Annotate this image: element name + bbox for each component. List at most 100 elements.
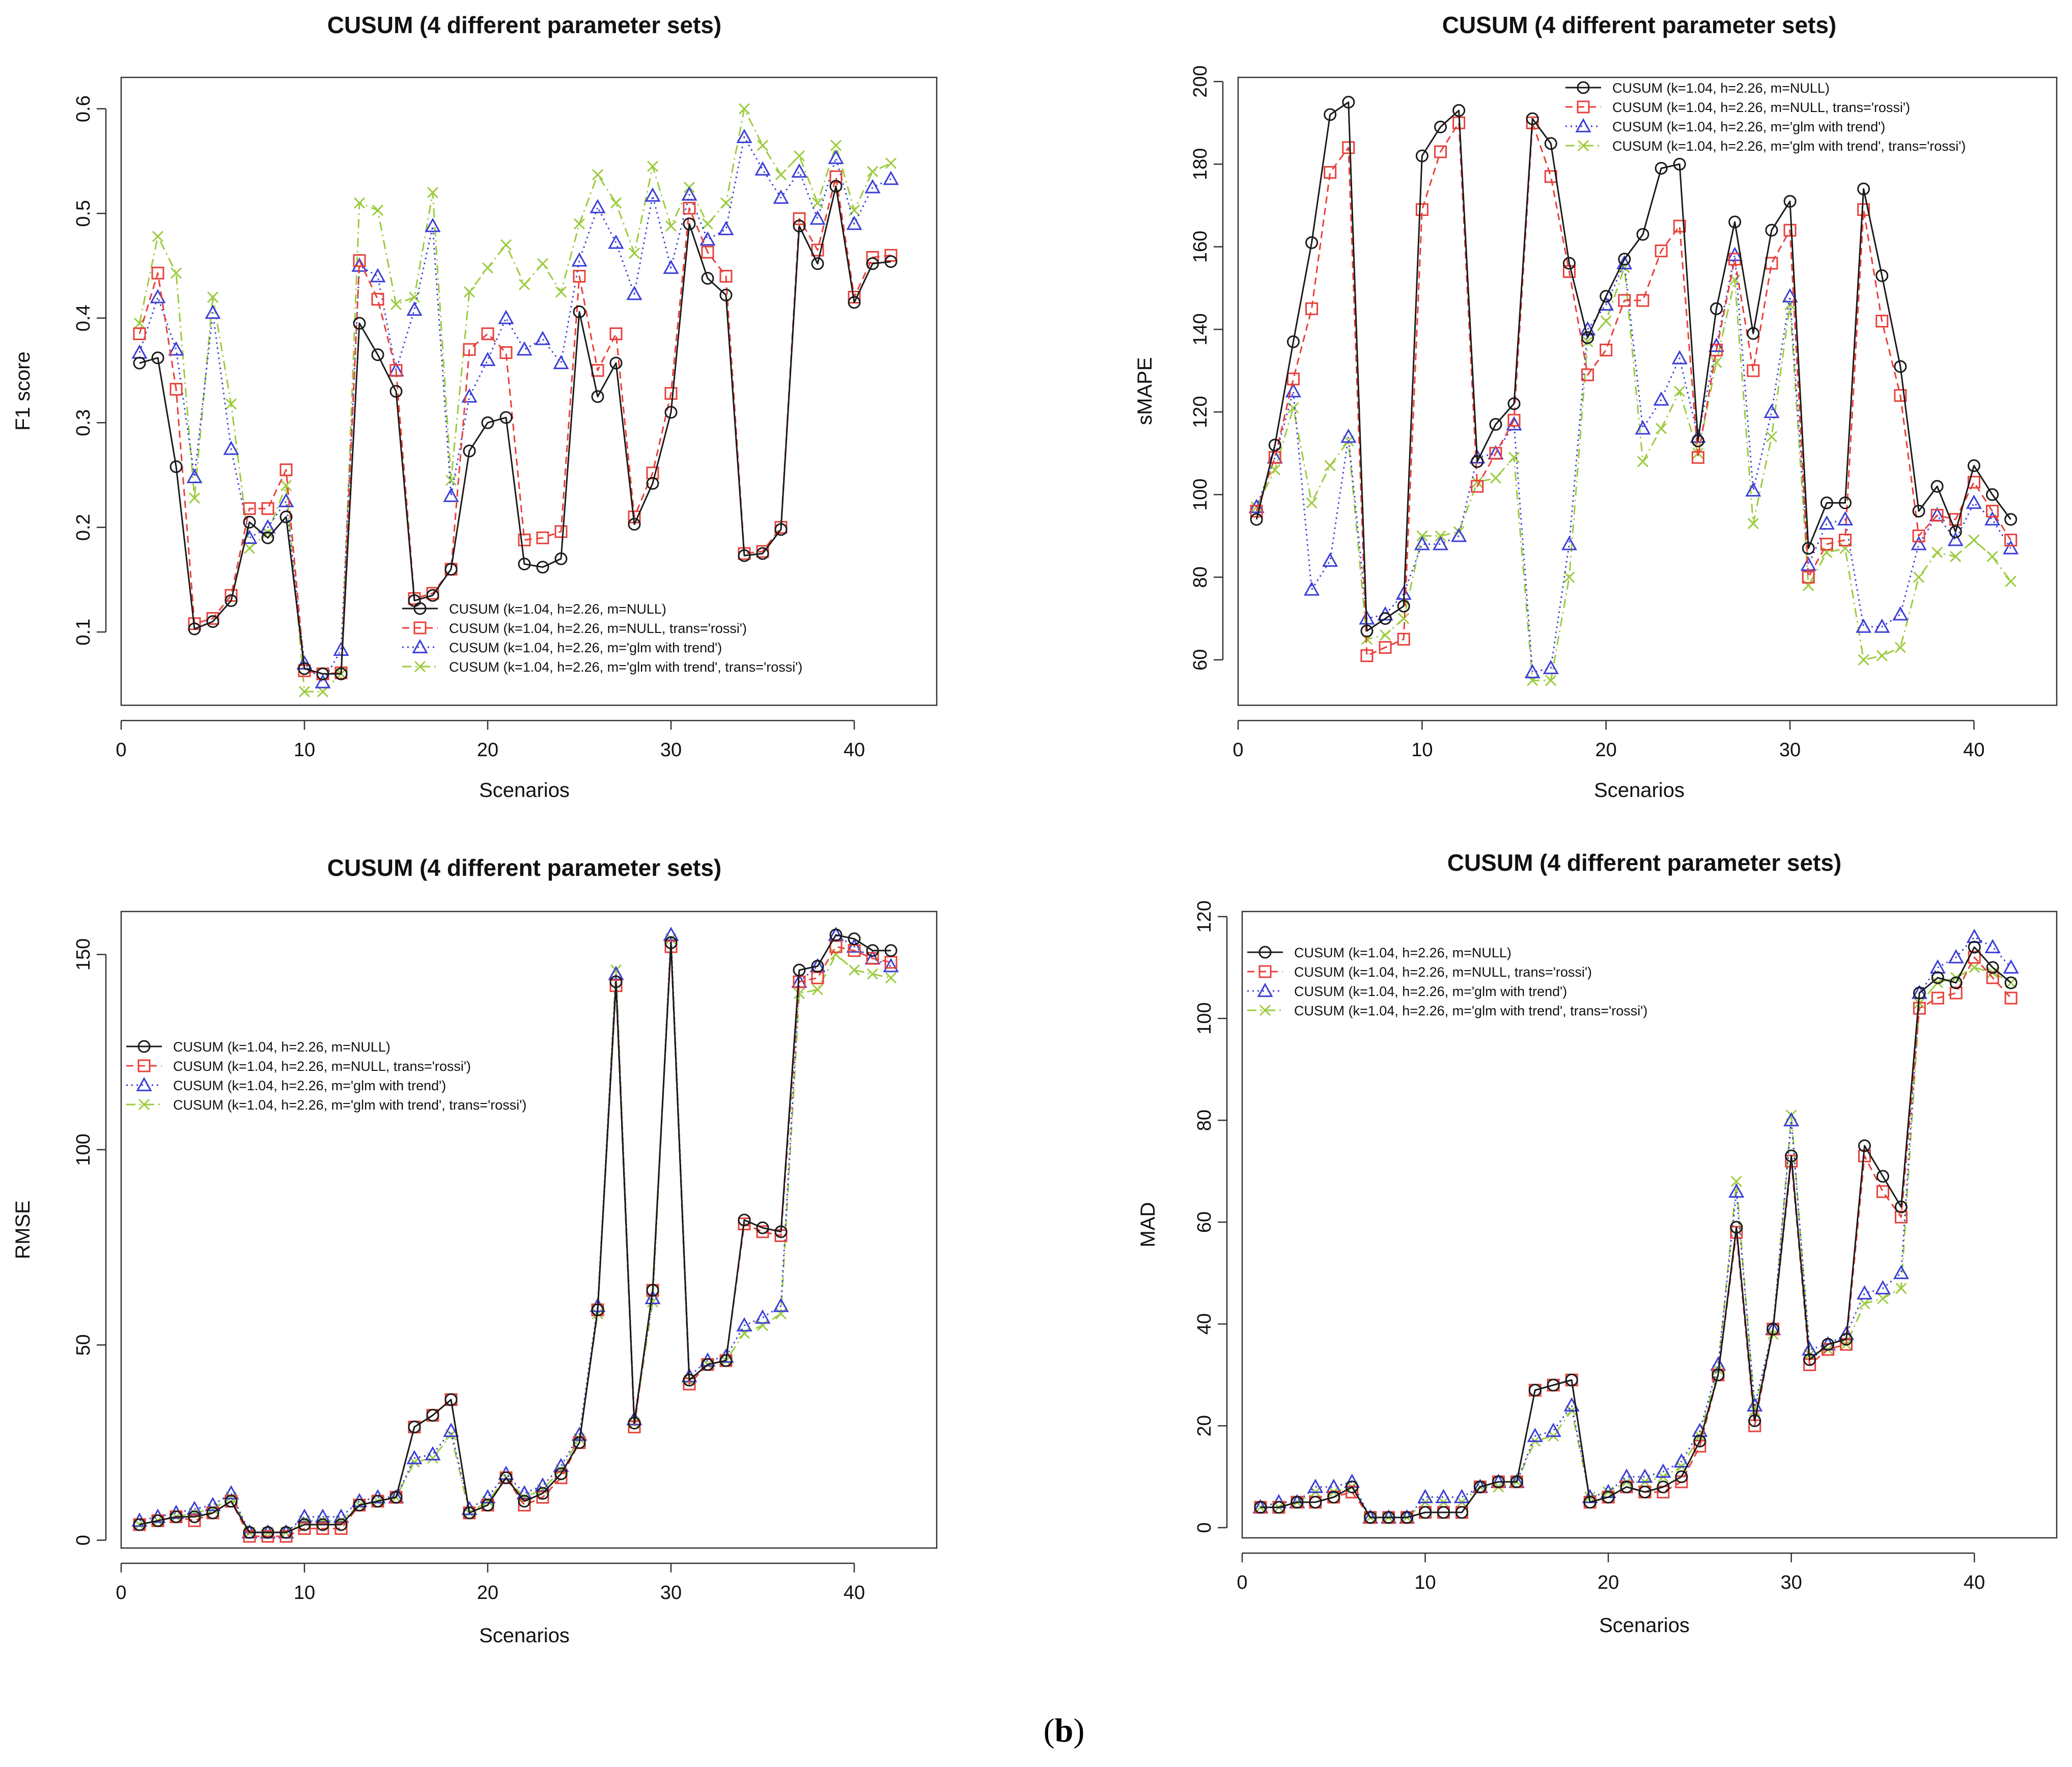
y-tick-label: 60 [1190, 649, 1211, 671]
chart-title: CUSUM (4 different parameter sets) [1447, 849, 1842, 876]
data-point [151, 1514, 164, 1527]
data-point [554, 525, 568, 538]
data-point [443, 1422, 459, 1437]
data-point [1859, 1297, 1870, 1310]
data-point [1306, 497, 1318, 509]
data-point [463, 445, 476, 458]
data-point [591, 1303, 604, 1316]
data-point [738, 1213, 751, 1227]
y-tick-label: 0.2 [73, 514, 94, 541]
data-point [846, 938, 862, 953]
data-point [1766, 431, 1777, 443]
series-line [1255, 101, 2011, 632]
data-point [1802, 571, 1815, 584]
data-point [1305, 236, 1319, 249]
legend-marker [414, 660, 426, 673]
series-4 [133, 933, 897, 1538]
x-tick-label: 0 [1237, 1572, 1247, 1593]
legend-marker [413, 621, 427, 634]
x-tick-label: 20 [477, 739, 498, 761]
legend-label: CUSUM (k=1.04, h=2.26, m='glm with trend… [449, 659, 802, 675]
data-point [444, 563, 458, 576]
data-point [811, 197, 824, 209]
data-point [151, 266, 164, 280]
x-tick-label: 20 [477, 1582, 498, 1604]
data-point [207, 291, 219, 303]
series-line [139, 934, 891, 1533]
data-point [1507, 413, 1521, 427]
legend-marker [1258, 946, 1272, 959]
data-point [445, 475, 457, 486]
data-point [1653, 391, 1669, 406]
data-point [427, 186, 439, 199]
data-point [1419, 1506, 1432, 1519]
data-point [1489, 447, 1502, 460]
data-point [225, 398, 237, 410]
data-point [225, 594, 238, 607]
data-point [516, 1485, 533, 1500]
legend-label: CUSUM (k=1.04, h=2.26, m=NULL, trans='ro… [1612, 100, 1910, 115]
data-point [426, 1409, 439, 1422]
data-point [1894, 1200, 1908, 1213]
data-point [499, 411, 513, 424]
data-point [1250, 513, 1263, 526]
data-point [1693, 1434, 1706, 1448]
y-tick-label: 50 [73, 1334, 94, 1356]
data-point [1912, 505, 1925, 518]
data-point [702, 218, 714, 230]
data-point [170, 1510, 183, 1524]
data-point [775, 1308, 787, 1319]
data-point [1671, 350, 1688, 365]
data-point [1581, 331, 1594, 344]
data-point [279, 510, 293, 523]
series-1 [133, 928, 898, 1539]
data-point [537, 258, 549, 269]
data-point [1414, 536, 1430, 550]
data-point [1913, 571, 1925, 583]
data-point [1763, 403, 1780, 418]
legend-label: CUSUM (k=1.04, h=2.26, m=NULL) [1294, 945, 1511, 960]
data-point [1857, 182, 1870, 196]
data-point [1820, 538, 1833, 551]
data-point [1948, 949, 1964, 963]
data-point [1397, 632, 1410, 646]
data-point [1618, 253, 1631, 266]
data-point [1397, 599, 1410, 613]
data-point [536, 1487, 549, 1500]
data-point [370, 268, 386, 283]
data-point [1747, 518, 1759, 530]
data-point [1949, 525, 1962, 538]
data-point [536, 531, 549, 544]
data-point [1307, 1478, 1324, 1493]
series-line [139, 185, 891, 675]
data-point [406, 301, 423, 316]
data-point [1327, 1490, 1340, 1504]
data-point [463, 343, 476, 356]
series-3 [1248, 246, 2019, 679]
data-point [699, 231, 716, 246]
data-point [1967, 476, 1980, 489]
data-point [1636, 294, 1649, 307]
data-point [243, 515, 256, 529]
data-point [720, 197, 732, 209]
data-point [133, 356, 146, 370]
series-3 [131, 926, 899, 1539]
data-point [646, 1284, 659, 1297]
data-point [353, 317, 366, 330]
x-tick-label: 10 [1414, 1572, 1436, 1593]
y-tick-label: 0.6 [73, 95, 94, 122]
data-point [133, 1518, 146, 1531]
data-point [516, 341, 533, 356]
data-point [793, 219, 806, 233]
series-line [1255, 254, 2011, 673]
data-point [500, 239, 512, 251]
data-point [1342, 141, 1355, 154]
y-axis: 60 80 100 120 140 160 180 200 [1190, 65, 1224, 671]
data-point [1858, 654, 1869, 666]
y-axis-label: F1 score [12, 351, 34, 431]
data-point [1894, 1210, 1908, 1224]
data-point [1471, 455, 1484, 468]
data-point [1360, 624, 1374, 638]
data-point [1583, 1496, 1597, 1509]
